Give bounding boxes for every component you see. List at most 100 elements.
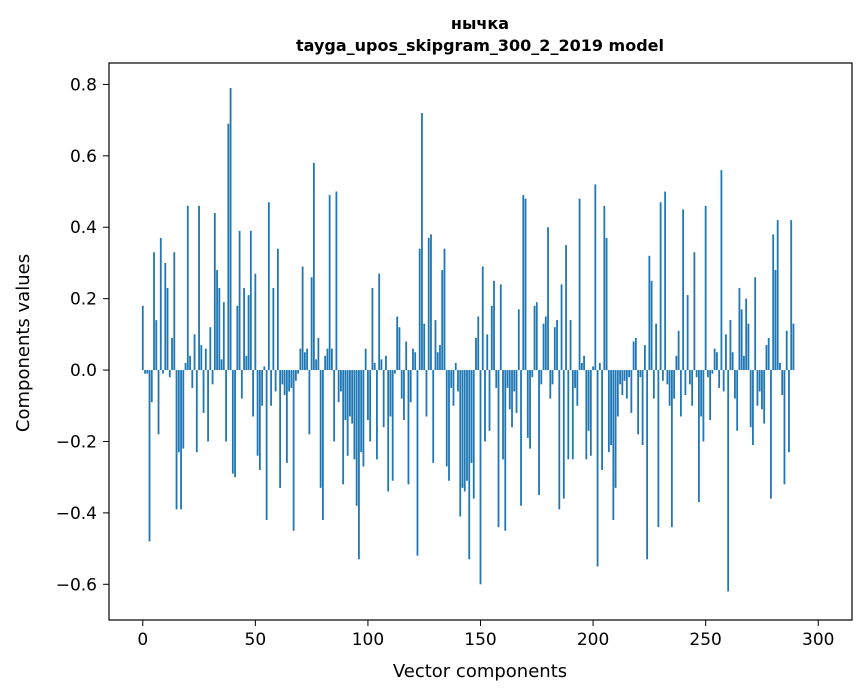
bar-220 [637,370,640,435]
chart-title: нычка [451,14,509,33]
y-tick-label: 0.2 [70,290,97,310]
bar-236 [673,370,676,399]
bar-127 [427,237,430,371]
x-tick-label: 200 [577,630,609,650]
bar-43 [238,230,241,371]
bar-114 [398,327,401,371]
y-tick-label: 0.6 [70,147,97,167]
bar-186 [560,284,563,371]
bar-239 [679,370,682,417]
bar-174 [533,305,536,371]
bar-74 [308,370,311,435]
bar-126 [425,370,428,417]
bar-253 [711,370,714,374]
bar-46 [245,355,248,371]
bar-34 [218,287,221,371]
bar-200 [592,366,594,371]
bar-168 [520,370,522,506]
bar-203 [598,362,601,371]
x-tick-label: 250 [689,630,721,650]
bar-277 [765,345,768,371]
bar-100 [367,370,369,421]
bar-241 [684,370,687,396]
bar-53 [261,370,263,406]
bar-224 [646,370,649,560]
x-axis-label: Vector components [393,661,567,682]
bar-219 [634,337,637,371]
bar-221 [639,370,642,378]
bar-157 [495,370,498,388]
bar-18 [182,370,185,449]
y-tick-label: 0.4 [70,218,97,238]
bar-167 [517,309,520,371]
bar-259 [725,334,727,371]
bar-137 [450,370,453,388]
bar-177 [540,370,543,385]
y-tick-label: −0.6 [56,575,97,595]
bar-2 [146,370,149,374]
bar-115 [400,370,403,399]
bar-175 [535,302,538,371]
bar-120 [412,348,414,371]
bar-99 [364,348,367,371]
bar-65 [288,370,291,392]
bar-104 [376,370,378,460]
bar-284 [781,370,784,396]
bar-211 [616,370,619,417]
bar-117 [405,341,408,371]
bar-230 [659,202,662,371]
bar-171 [526,370,529,438]
bar-283 [779,362,781,371]
bar-235 [670,370,673,528]
bar-6 [155,320,158,371]
bar-24 [195,370,198,453]
bar-281 [774,270,777,371]
bar-231 [661,370,664,381]
bar-263 [734,370,736,399]
bar-249 [702,370,705,442]
bar-276 [763,370,766,424]
bar-88 [340,370,342,392]
bar-151 [481,266,484,371]
bar-181 [549,370,552,399]
bar-256 [718,370,721,388]
bar-86 [335,191,338,371]
y-tick-label: −0.2 [56,432,97,452]
bar-132 [439,345,441,371]
bar-38 [227,123,230,371]
bar-130 [434,320,437,371]
bar-192 [574,370,576,388]
bar-93 [351,370,354,424]
bar-264 [736,370,739,431]
bar-216 [628,370,630,378]
bar-164 [511,370,513,428]
bar-272 [754,277,757,371]
bar-5 [153,252,155,371]
bar-89 [342,370,345,485]
bar-243 [688,370,691,385]
bar-161 [504,370,507,531]
bar-140 [457,370,459,392]
bar-54 [263,366,266,371]
bar-48 [249,230,252,371]
bar-185 [558,370,561,510]
bar-194 [578,198,581,371]
x-tick-label: 50 [245,630,267,650]
bar-41 [234,370,236,478]
bar-35 [220,359,223,371]
bar-227 [652,370,655,399]
bar-208 [610,370,612,446]
bar-102 [371,287,374,371]
bar-262 [731,352,734,371]
bar-270 [749,370,752,428]
bar-107 [382,370,385,428]
bar-59 [274,370,277,392]
bar-138 [452,370,455,406]
y-axis-label: Components values [13,254,34,432]
bar-193 [576,370,579,406]
bar-232 [664,191,667,371]
bar-287 [788,370,790,453]
bar-195 [580,362,583,371]
bar-275 [761,370,763,410]
bar-17 [180,370,182,510]
